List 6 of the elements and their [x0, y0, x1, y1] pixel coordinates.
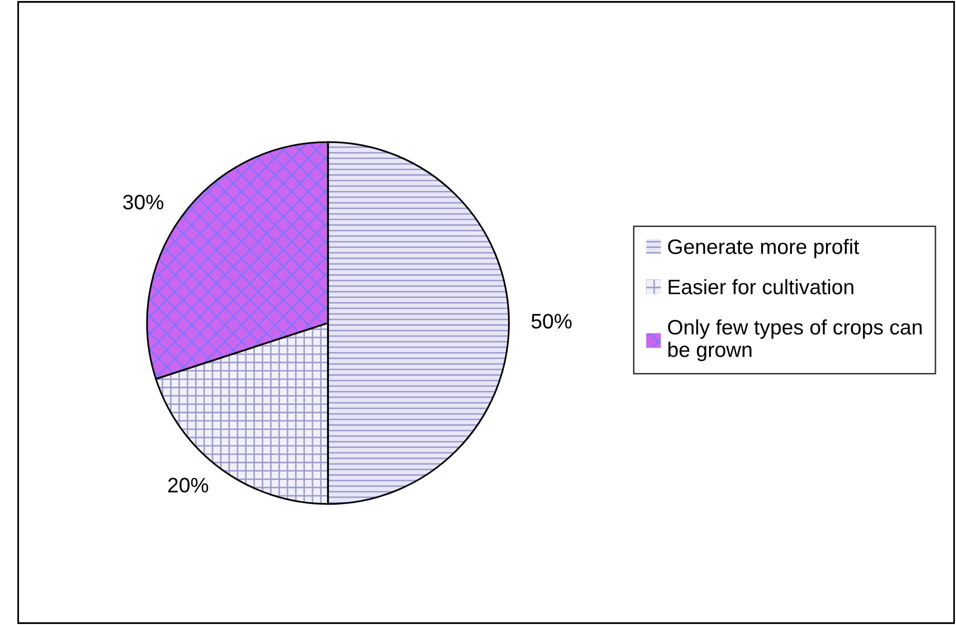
legend-label: Easier for cultivation: [668, 279, 854, 294]
legend-label: Only few types of crops can be grown: [668, 319, 922, 362]
data-label: 30%: [123, 194, 164, 210]
data-label: 20%: [168, 478, 208, 493]
data-label: 50%: [532, 314, 572, 329]
legend-label: Generate more profit: [668, 238, 860, 258]
